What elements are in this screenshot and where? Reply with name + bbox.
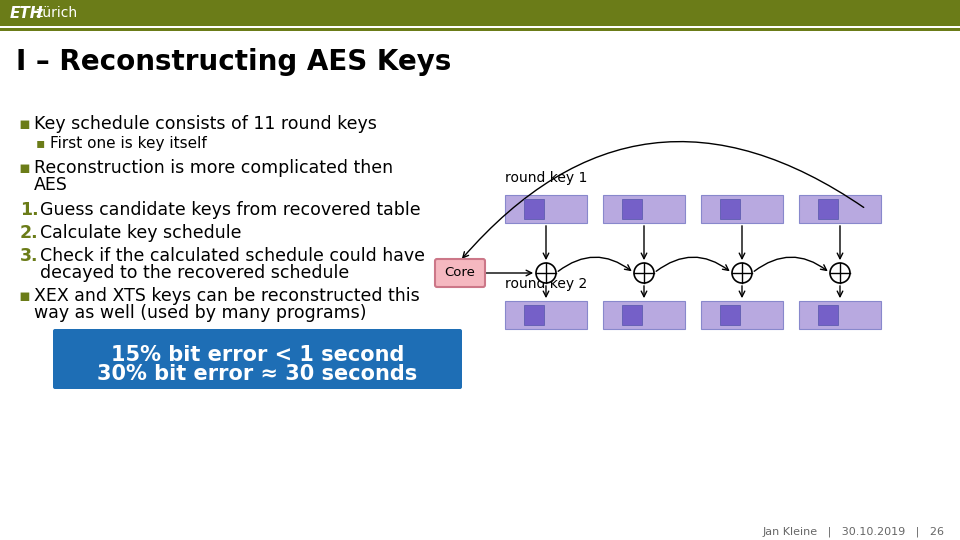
Text: XEX and XTS keys can be reconstructed this: XEX and XTS keys can be reconstructed th…	[34, 287, 420, 305]
Text: decayed to the recovered schedule: decayed to the recovered schedule	[40, 264, 349, 282]
Circle shape	[634, 263, 654, 283]
Text: way as well (used by many programs): way as well (used by many programs)	[34, 304, 367, 322]
Text: ▪: ▪	[18, 159, 30, 177]
Bar	[720, 199, 740, 219]
Bar	[0, 26, 960, 28]
Bar	[818, 199, 838, 219]
Bar	[622, 305, 642, 325]
Text: Calculate key schedule: Calculate key schedule	[40, 224, 242, 242]
Text: ▪: ▪	[36, 136, 45, 150]
FancyBboxPatch shape	[53, 329, 462, 389]
Bar	[799, 301, 881, 329]
FancyBboxPatch shape	[435, 259, 485, 287]
Text: 15% bit error < 1 second: 15% bit error < 1 second	[110, 345, 404, 365]
Bar	[603, 301, 685, 329]
Text: 3.: 3.	[20, 247, 38, 265]
Bar	[524, 305, 544, 325]
Text: ETH: ETH	[10, 5, 43, 21]
Bar	[0, 0, 960, 26]
Text: 30% bit error ≈ 30 seconds: 30% bit error ≈ 30 seconds	[97, 364, 418, 384]
Text: Jan Kleine   |   30.10.2019   |   26: Jan Kleine | 30.10.2019 | 26	[763, 526, 945, 537]
Text: round key 2: round key 2	[505, 277, 588, 291]
Text: ▪: ▪	[18, 115, 30, 133]
Text: I – Reconstructing AES Keys: I – Reconstructing AES Keys	[16, 48, 451, 76]
Text: Core: Core	[444, 267, 475, 280]
Bar	[603, 195, 685, 223]
Text: 2.: 2.	[20, 224, 38, 242]
Bar	[505, 195, 587, 223]
Text: zürich: zürich	[35, 6, 77, 20]
Bar	[701, 195, 783, 223]
Bar	[720, 305, 740, 325]
Text: Key schedule consists of 11 round keys: Key schedule consists of 11 round keys	[34, 115, 377, 133]
Text: Check if the calculated schedule could have: Check if the calculated schedule could h…	[40, 247, 425, 265]
Text: 1.: 1.	[20, 201, 38, 219]
Circle shape	[830, 263, 850, 283]
Bar	[622, 199, 642, 219]
Text: Reconstruction is more complicated then: Reconstruction is more complicated then	[34, 159, 394, 177]
Bar	[818, 305, 838, 325]
Text: AES: AES	[34, 176, 68, 194]
Bar	[799, 195, 881, 223]
Text: Guess candidate keys from recovered table: Guess candidate keys from recovered tabl…	[40, 201, 420, 219]
Circle shape	[536, 263, 556, 283]
Bar	[524, 199, 544, 219]
Text: First one is key itself: First one is key itself	[50, 136, 206, 151]
Bar	[505, 301, 587, 329]
Bar	[0, 28, 960, 31]
Text: round key 1: round key 1	[505, 171, 588, 185]
Bar	[701, 301, 783, 329]
Circle shape	[732, 263, 752, 283]
Text: ▪: ▪	[18, 287, 30, 305]
